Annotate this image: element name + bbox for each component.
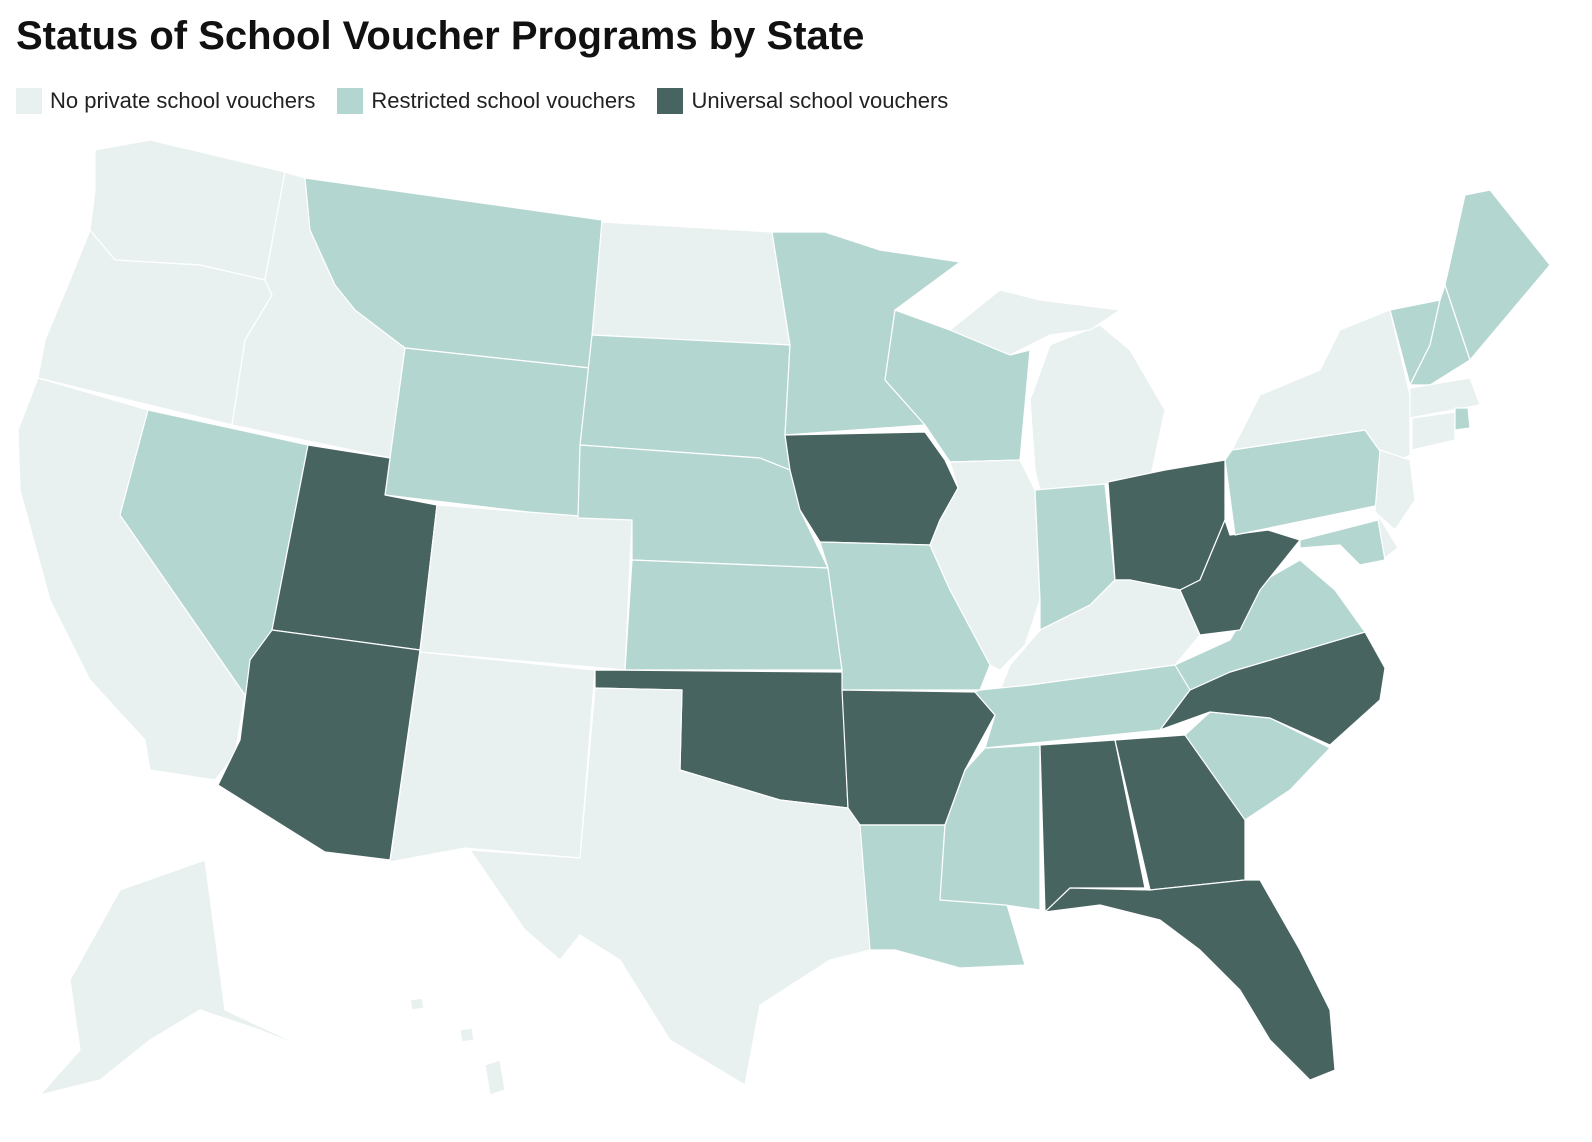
- state: [1044, 879, 1336, 1081]
- state: [1029, 324, 1166, 491]
- legend-label: Restricted school vouchers: [371, 88, 636, 113]
- state: [784, 431, 959, 546]
- state: [1444, 189, 1551, 361]
- state: [929, 459, 1041, 671]
- title: Status of School Voucher Programs by Sta…: [16, 14, 865, 58]
- legend: No private school vouchers Restricted sch…: [16, 88, 948, 114]
- state: [939, 744, 1041, 911]
- legend-swatch: [337, 88, 364, 114]
- state: [389, 651, 596, 863]
- state: [484, 1059, 506, 1096]
- state: [469, 687, 871, 1086]
- state: [1231, 309, 1411, 466]
- state: [1374, 449, 1416, 531]
- state: [1179, 519, 1301, 636]
- legend-swatch: [657, 88, 684, 114]
- state: [1411, 411, 1456, 451]
- state: [1039, 739, 1146, 913]
- state: [89, 139, 286, 281]
- state: [419, 504, 633, 671]
- legend-item: Universal school vouchers: [657, 88, 948, 114]
- state: [409, 997, 425, 1011]
- state: [1299, 519, 1386, 566]
- state: [949, 289, 1121, 356]
- legend-swatch: [16, 88, 42, 114]
- legend-label: Universal school vouchers: [691, 88, 949, 113]
- state: [624, 559, 843, 671]
- legend-item: No private school vouchers: [16, 88, 315, 114]
- state: [1454, 407, 1471, 431]
- legend-item: Restricted school vouchers: [337, 88, 635, 114]
- state: [384, 347, 591, 519]
- state: [459, 1027, 475, 1043]
- legend-label: No private school vouchers: [50, 88, 316, 113]
- state: [39, 859, 311, 1096]
- state: [591, 221, 791, 346]
